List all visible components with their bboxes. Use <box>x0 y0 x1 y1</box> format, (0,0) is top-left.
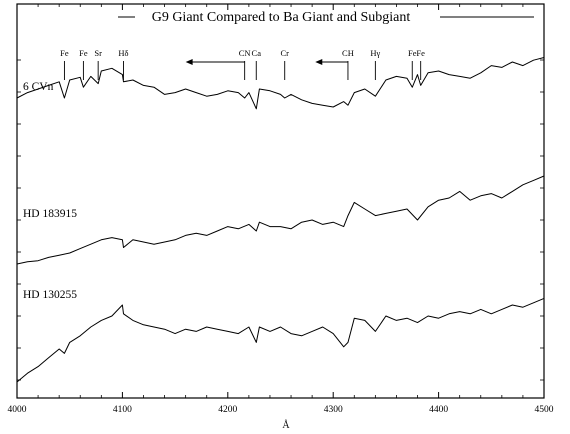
plot-frame <box>16 3 545 399</box>
series-line-2 <box>16 175 545 265</box>
series-line-3 <box>16 297 545 383</box>
x-tick-label-3: 4200 <box>218 405 237 415</box>
line-marker-label-2: Fe <box>79 48 88 58</box>
spectra-series: 6 CVn HD 183915 HD 130255 <box>16 57 545 383</box>
line-marker-label-11: Fe <box>416 48 425 58</box>
line-marker-label-5: CN <box>239 48 251 58</box>
x-tick-label-5: 4400 <box>429 405 448 415</box>
chart-title: G9 Giant Compared to Ba Giant and Subgia… <box>152 10 411 25</box>
line-marker-label-8: CH <box>342 48 354 58</box>
series-label-2: HD 183915 <box>23 208 77 220</box>
x-axis-label: Å <box>282 419 290 431</box>
line-marker-label-1: Fe <box>60 48 69 58</box>
line-marker-label-6: Ca <box>252 48 262 58</box>
x-tick-label-6: 4500 <box>535 405 554 415</box>
x-axis-ticks: 4000 4100 4200 4300 4400 4500 <box>8 4 554 415</box>
line-marker-label-9: Hγ <box>370 48 380 58</box>
series-line-1 <box>16 57 545 110</box>
x-tick-label-2: 4100 <box>113 405 132 415</box>
line-marker-label-3: Sr <box>94 48 102 58</box>
x-tick-label-4: 4300 <box>324 405 343 415</box>
line-marker-arrow-head-8 <box>315 59 323 65</box>
line-marker-label-10: Fe <box>408 48 417 58</box>
series-label-3: HD 130255 <box>23 289 77 301</box>
line-marker-arrow-head-5 <box>185 59 193 65</box>
line-marker-label-7: Cr <box>280 48 289 58</box>
spectral-line-markers: Fe Fe Sr Hδ CN Ca Cr CH Hγ Fe Fe <box>60 48 425 80</box>
line-marker-label-4: Hδ <box>118 48 128 58</box>
series-label-1: 6 CVn <box>23 81 54 93</box>
x-tick-label-1: 4000 <box>8 405 27 415</box>
